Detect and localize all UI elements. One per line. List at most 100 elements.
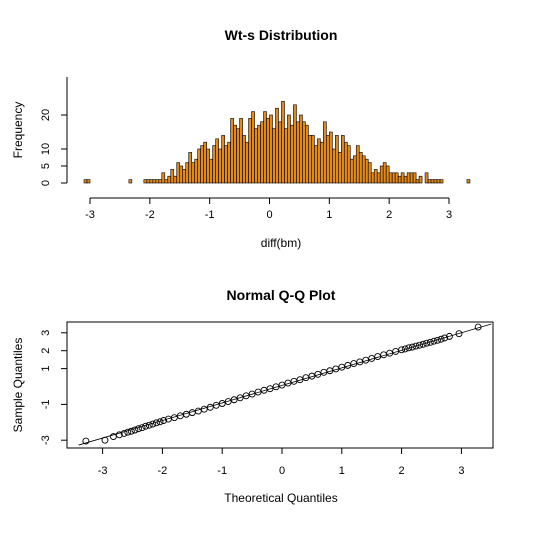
histogram-y-tick-label: 10 (40, 143, 52, 155)
histogram-bar (266, 118, 270, 184)
histogram-bar (143, 179, 148, 184)
qq-point (474, 323, 482, 331)
histogram-y-tick-label: 0 (40, 180, 52, 186)
qq-point (120, 429, 128, 437)
qq-point (368, 354, 376, 362)
histogram-bar (305, 124, 309, 184)
histogram-y-label: Frequency (11, 102, 25, 159)
histogram-bar (230, 118, 234, 184)
histogram-bar (278, 121, 282, 184)
histogram-bar (197, 148, 201, 184)
qq-point (145, 421, 153, 429)
histogram-y-tick-label: 20 (40, 109, 52, 121)
histogram-bar (227, 141, 231, 184)
histogram-bar (388, 172, 393, 184)
qq-x-tick-label: 0 (279, 465, 285, 477)
histogram-bar (155, 179, 160, 184)
histogram-x-tick-label: -2 (145, 209, 155, 221)
qq-y-label: Sample Quantiles (11, 338, 25, 433)
qq-point (437, 335, 445, 343)
histogram-bar (427, 179, 432, 184)
histogram-bar (185, 162, 190, 184)
histogram-bar (415, 179, 420, 184)
histogram-bar (332, 148, 336, 184)
histogram-bar (355, 145, 360, 184)
qq-point (416, 341, 423, 349)
qq-y-tick-label: 2 (40, 348, 52, 354)
histogram-bar (346, 145, 351, 184)
histogram-bar (152, 179, 157, 184)
histogram-bar (373, 169, 378, 184)
histogram-bar (287, 114, 291, 184)
histogram-bar (263, 111, 267, 184)
qq-point (278, 381, 286, 389)
histogram-bar (466, 179, 471, 184)
qq-point (405, 344, 413, 352)
qq-chart: Normal Q-Q Plot -3 -2 -1 0 1 2 3 -3 -1 1 2 3 Theor… (11, 287, 494, 505)
histogram-y-ticks: 0 5 10 20 (40, 109, 67, 186)
qq-point (131, 426, 139, 434)
histogram-bar (167, 175, 172, 184)
histogram-bar (320, 141, 324, 184)
qq-point (254, 388, 262, 396)
histogram-bar (418, 175, 423, 184)
qq-point (386, 349, 394, 357)
histogram-bar (281, 101, 285, 184)
histogram-bar (308, 135, 312, 184)
histogram-bar (170, 169, 175, 184)
qq-point (344, 361, 352, 369)
qq-point (338, 363, 346, 371)
histogram-bar (370, 172, 375, 184)
qq-y-ticks: -3 -1 1 2 3 (40, 330, 67, 445)
qq-point (149, 420, 157, 428)
histogram-bar (128, 179, 133, 184)
qq-point (124, 428, 132, 436)
histogram-x-tick-label: 0 (266, 209, 272, 221)
qq-point (230, 396, 238, 404)
histogram-bar (391, 172, 396, 184)
histogram-bar (164, 179, 169, 184)
histogram-bar (433, 179, 438, 184)
histogram-bar (403, 175, 408, 184)
qq-y-tick-label: 3 (40, 330, 52, 336)
histogram-bar (302, 121, 306, 184)
qq-point (362, 356, 370, 364)
histogram-bar (149, 179, 154, 184)
qq-point (242, 392, 250, 400)
qq-x-ticks: -3 -2 -1 0 1 2 3 (98, 448, 464, 477)
qq-point (152, 419, 160, 427)
qq-point (408, 343, 416, 351)
histogram-bar (439, 179, 444, 184)
qq-point (419, 340, 427, 348)
qq-point (296, 376, 304, 384)
histogram-x-ticks: -3 -2 -1 0 1 2 3 (85, 198, 452, 221)
histogram-bar (323, 121, 327, 184)
histogram-bar (349, 158, 354, 184)
histogram-bar (284, 128, 288, 184)
histogram-bar (248, 118, 252, 184)
qq-point (434, 336, 441, 344)
qq-point (248, 390, 256, 398)
histogram-bar (293, 104, 297, 184)
histogram-bar (296, 121, 300, 184)
qq-x-label: Theoretical Quantiles (224, 491, 337, 505)
qq-point (412, 342, 420, 350)
qq-point (109, 433, 117, 441)
histogram-bar (233, 124, 237, 184)
histogram-bar (209, 158, 213, 184)
histogram-x-tick-label: 1 (326, 209, 332, 221)
qq-point (224, 398, 232, 405)
histogram-bar (182, 169, 187, 184)
histogram-x-tick-label: 3 (446, 209, 452, 221)
histogram-bar (338, 152, 342, 184)
qq-point (441, 334, 449, 342)
qq-point (101, 436, 109, 444)
histogram-bar (379, 165, 384, 184)
histogram-bar (335, 135, 339, 184)
histogram-bar (176, 162, 181, 184)
histogram-bar (173, 175, 178, 184)
qq-point (401, 345, 409, 353)
histogram-bar (86, 179, 91, 184)
histogram-bar (317, 138, 321, 184)
